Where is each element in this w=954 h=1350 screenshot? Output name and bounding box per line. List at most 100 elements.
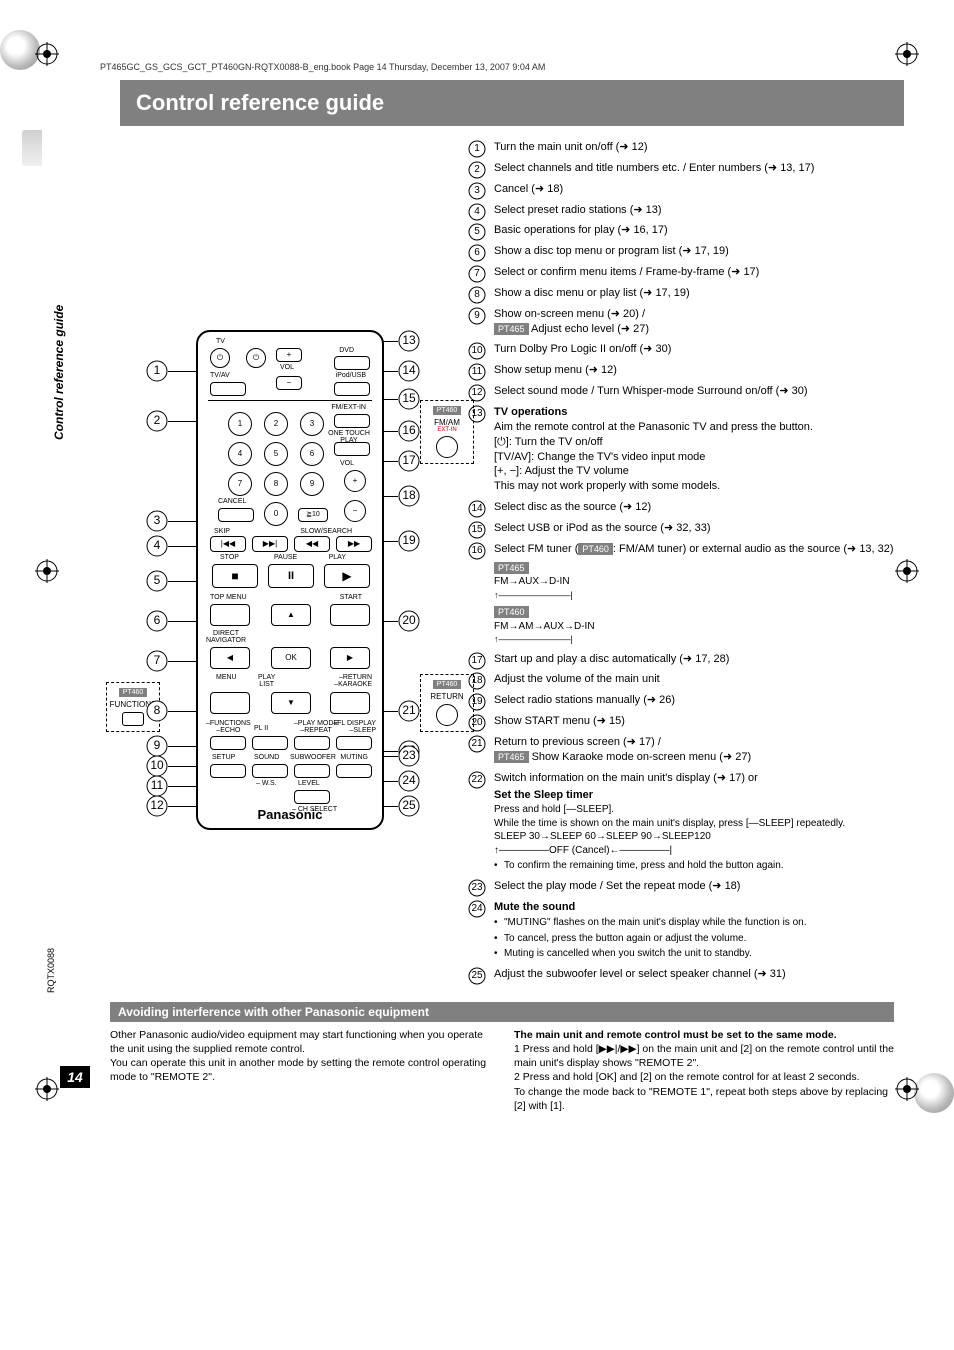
item-6: 6Show a disc top menu or program list (➜… [468, 244, 904, 265]
callout-8: 8 [146, 700, 168, 722]
item-10: 10Turn Dolby Pro Logic II on/off (➜ 30) [468, 342, 904, 363]
rc-btn-pause: II [268, 564, 314, 588]
lead-line [168, 421, 196, 422]
rc-btn-sub [294, 764, 330, 778]
registration-mark-icon [895, 42, 919, 66]
callout-16: 16 [398, 420, 420, 442]
item-1: 1Turn the main unit on/off (➜ 12) [468, 140, 904, 161]
lead-line [168, 766, 196, 767]
rc-btn-menu [210, 692, 250, 714]
item-24: 24Mute the sound"MUTING" flashes on the … [468, 900, 904, 967]
item-25: 25Adjust the subwoofer level or select s… [468, 967, 904, 988]
rc-btn-right: ▶ [330, 647, 370, 669]
lead-line [382, 399, 398, 400]
sidebox-label: FM/AM [423, 418, 471, 427]
rc-btn-skipback: |◀◀ [210, 536, 246, 552]
callout-12: 12 [146, 795, 168, 817]
item-5: 5Basic operations for play (➜ 16, 17) [468, 223, 904, 244]
rc-label-playlist: PLAY LIST [258, 674, 275, 688]
rc-label-topmenu: TOP MENU [210, 594, 247, 601]
callout-2: 2 [146, 410, 168, 432]
item-17: 17Start up and play a disc automatically… [468, 652, 904, 673]
brand-label: Panasonic [198, 807, 382, 822]
lead-line [382, 461, 398, 462]
rc-label-ipod: iPod/USB [336, 372, 366, 379]
lead-line [382, 781, 398, 782]
callout-9: 9 [146, 735, 168, 757]
item-8: 8Show a disc menu or play list (➜ 17, 19… [468, 286, 904, 307]
rc-btn-dvd [334, 356, 370, 370]
item-19: 19Select radio stations manually (➜ 26) [468, 693, 904, 714]
rc-btn-topmenu [210, 604, 250, 626]
para: You can operate this unit in another mod… [110, 1056, 490, 1084]
sidebox-return: PT460 RETURN [420, 674, 474, 732]
rc-label-direct: DIRECT NAVIGATOR [206, 630, 246, 644]
mini-btn [436, 436, 458, 458]
remote-body: TV DVD ⏻ ⏻ + TV/AV VOL iPod/USB − FM/EXT… [196, 330, 384, 830]
rc-btn-func [210, 736, 246, 750]
lead-line [168, 786, 196, 787]
main-columns: Control reference guide TV DVD ⏻ ⏻ + TV/… [60, 140, 904, 988]
page-root: PT465GC_GS_GCS_GCT_PT460GN-RQTX0088-B_en… [0, 0, 954, 1143]
lead-line [382, 431, 398, 432]
step: 2 Press and hold [OK] and [2] on the rem… [514, 1070, 894, 1084]
section-bar: Avoiding interference with other Panason… [110, 1002, 894, 1022]
rc-label-fl: –FL DISPLAY –SLEEP [333, 720, 376, 734]
rc-label-return: –RETURN –KARAOKE [334, 674, 372, 688]
rc-btn-ipod [334, 382, 370, 396]
callout-24: 24 [398, 770, 420, 792]
item-11: 11Show setup menu (➜ 12) [468, 363, 904, 384]
lead-line [168, 621, 196, 622]
rc-btn-7: 7 [228, 472, 252, 496]
divider [208, 400, 372, 401]
rc-btn-return [330, 692, 370, 714]
registration-mark-icon [895, 559, 919, 583]
badge: PT460 [433, 406, 462, 415]
lead-line [382, 711, 398, 712]
corner-ornament [0, 30, 40, 70]
bottom-right: The main unit and remote control must be… [514, 1028, 894, 1113]
callout-1: 1 [146, 360, 168, 382]
para: Other Panasonic audio/video equipment ma… [110, 1028, 490, 1056]
registration-mark-icon [895, 1077, 919, 1101]
rc-btn-volminus: − [276, 376, 302, 390]
item-4: 4Select preset radio stations (➜ 13) [468, 203, 904, 224]
doc-code: RQTX0088 [46, 948, 56, 993]
rc-btn-setup [210, 764, 246, 778]
rc-label-ws: – W.S. [256, 780, 277, 787]
callout-19: 19 [398, 530, 420, 552]
rc-btn-playmode [294, 736, 330, 750]
rc-btn-start [330, 604, 370, 626]
rc-btn-6: 6 [300, 442, 324, 466]
lead-line [168, 581, 196, 582]
rc-btn-2: 2 [264, 412, 288, 436]
rc-label-skip: SKIP [214, 528, 230, 535]
lead-line [168, 546, 196, 547]
item-12: 12Select sound mode / Turn Whisper-mode … [468, 384, 904, 405]
rc-label-vol2: VOL [340, 460, 354, 467]
rc-btn-tv-power: ⏻ [210, 348, 230, 368]
rc-label-fm: FM/EXT-IN [331, 404, 366, 411]
item-16: 16Select FM tuner (PT460: FM/AM tuner) o… [468, 542, 904, 652]
registration-mark-icon [35, 1077, 59, 1101]
rc-btn-rew: ◀◀ [294, 536, 330, 552]
callout-23: 23 [398, 745, 420, 767]
side-tab [22, 130, 42, 166]
mini-btn [436, 704, 458, 726]
callout-4: 4 [146, 535, 168, 557]
rc-label-func: –FUNCTIONS –ECHO [206, 720, 251, 734]
callout-21: 21 [398, 700, 420, 722]
rc-btn-8: 8 [264, 472, 288, 496]
rc-btn-power: ⏻ [246, 348, 266, 368]
rc-btn-voldn2: − [344, 500, 366, 522]
rc-btn-skipfwd: ▶▶| [252, 536, 288, 552]
bottom-columns: Other Panasonic audio/video equipment ma… [110, 1028, 894, 1113]
rc-label-setup: SETUP [212, 754, 235, 761]
callout-11: 11 [146, 775, 168, 797]
rc-label-play: PLAY [329, 554, 346, 561]
rc-btn-9: 9 [300, 472, 324, 496]
sidebox-sublabel: EXT-IN [423, 427, 471, 433]
rc-label-level: LEVEL [298, 780, 320, 787]
callout-20: 20 [398, 610, 420, 632]
rc-btn-0: 0 [264, 502, 288, 526]
